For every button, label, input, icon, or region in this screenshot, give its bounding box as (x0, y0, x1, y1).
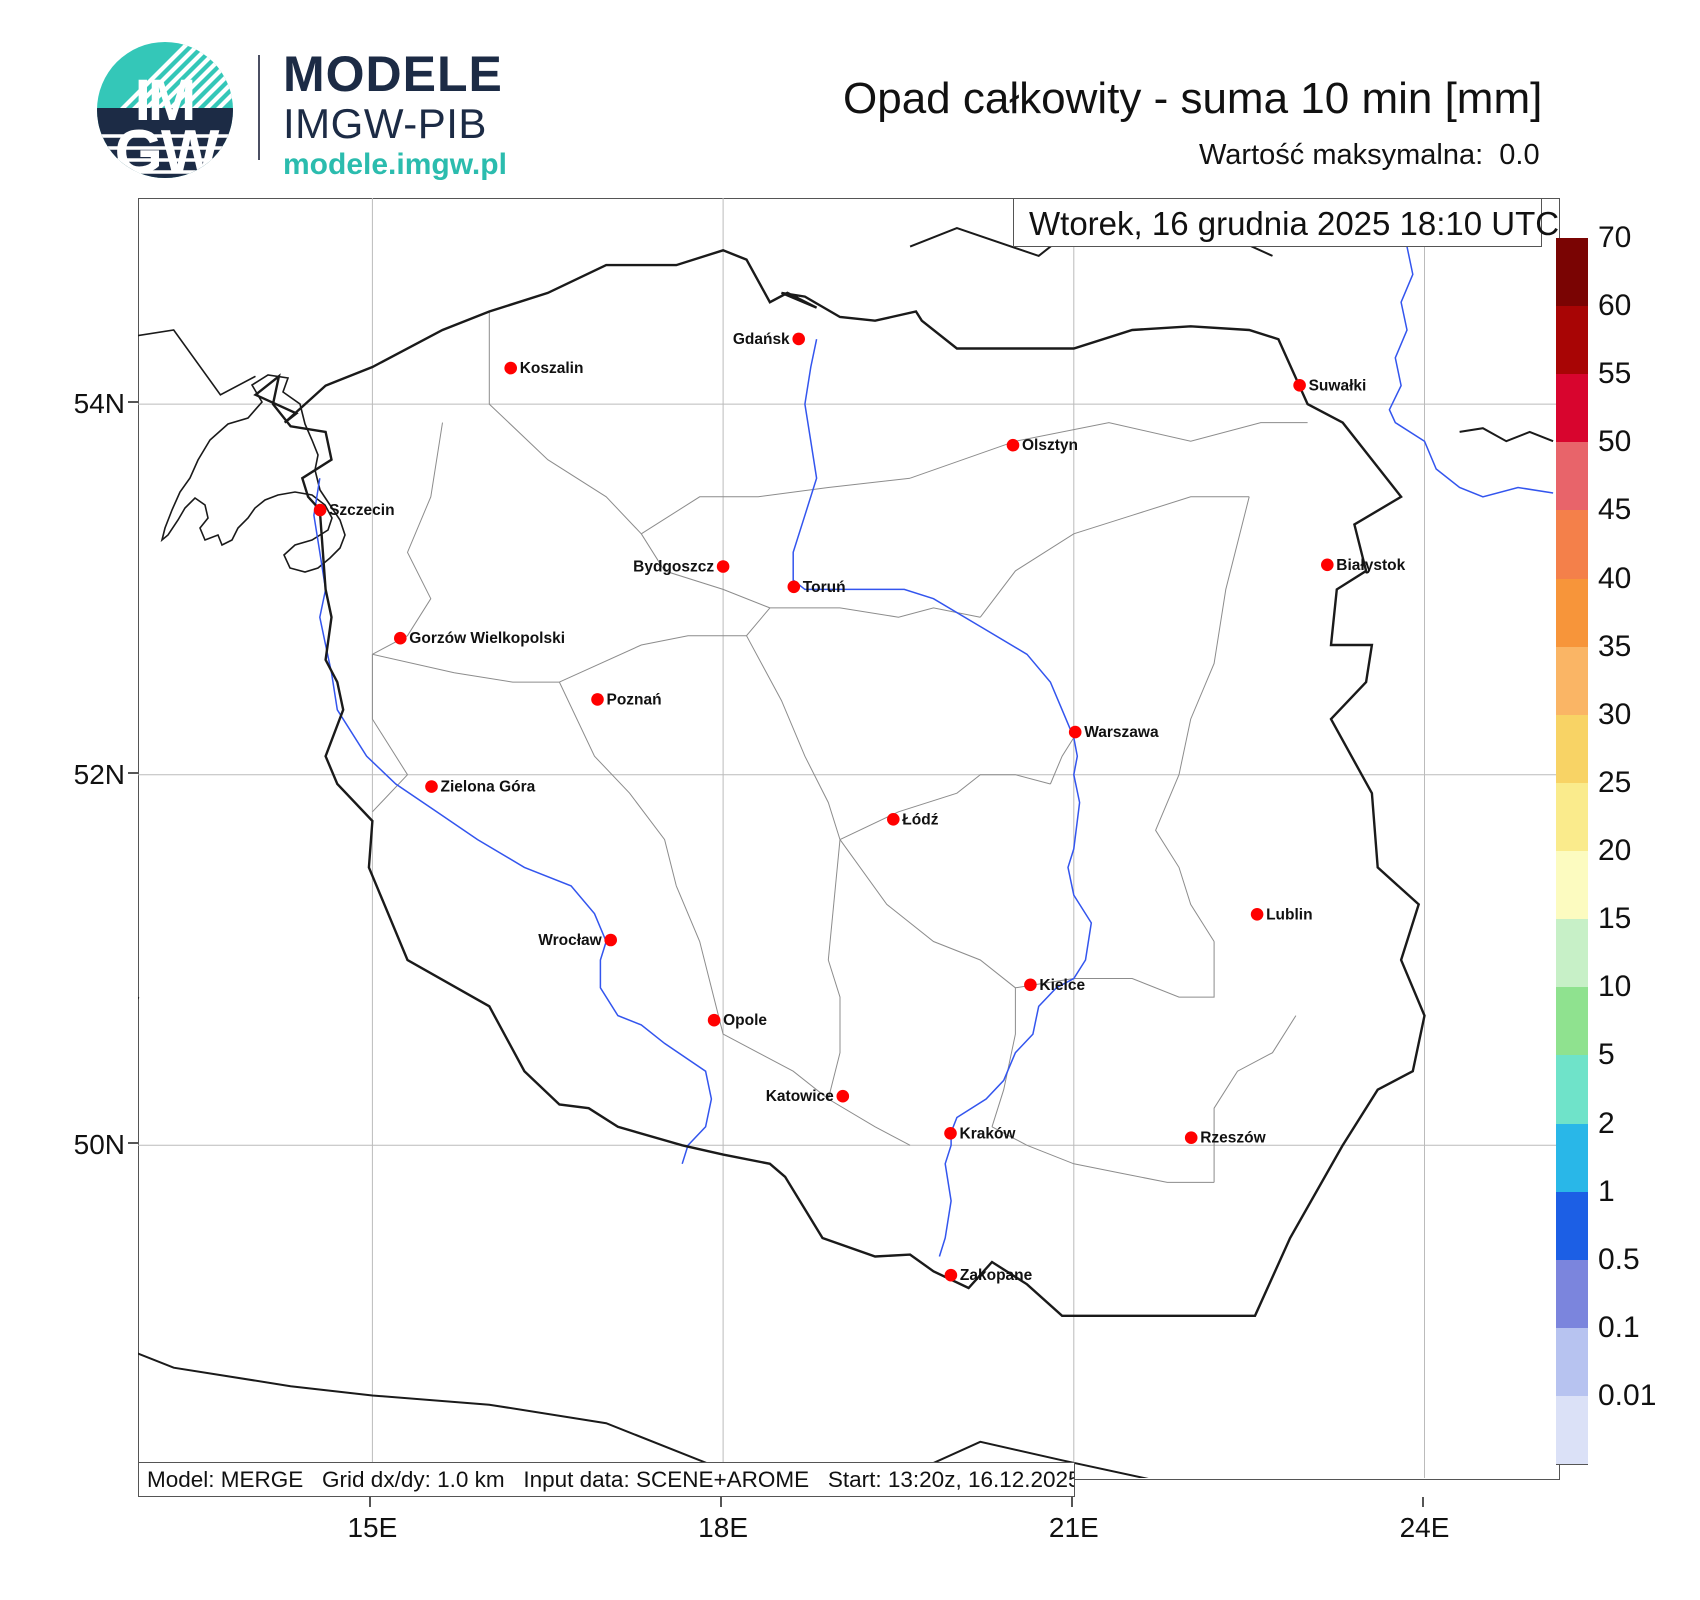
svg-text:GW: GW (115, 118, 220, 180)
